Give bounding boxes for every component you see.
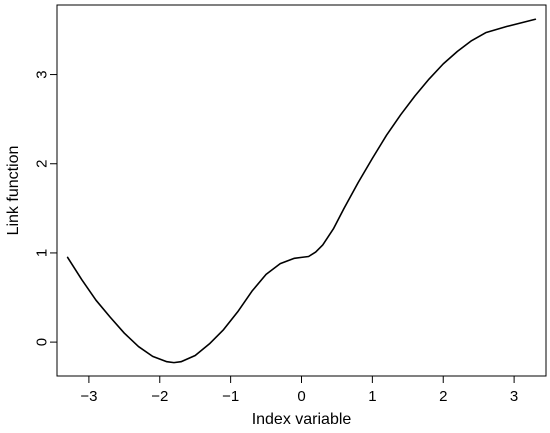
- x-tick-label: −2: [151, 388, 168, 405]
- x-tick-label: 2: [439, 388, 447, 405]
- y-axis-label: Link function: [5, 146, 22, 236]
- series-layer: [66, 18, 537, 364]
- y-tick-label: 0: [34, 338, 51, 346]
- y-tick-label: 2: [34, 160, 51, 168]
- x-tick-label: −3: [80, 388, 97, 405]
- x-axis-label: Index variable: [252, 411, 352, 428]
- x-tick-label: 3: [510, 388, 518, 405]
- plot-frame: [56, 4, 547, 377]
- series-line: [66, 18, 537, 364]
- x-axis: −3 −2 −1 0 1 2 3: [80, 376, 518, 405]
- x-tick-label: −1: [222, 388, 239, 405]
- x-tick-label: 1: [368, 388, 376, 405]
- y-tick-label: 1: [34, 249, 51, 257]
- y-tick-label: 3: [34, 70, 51, 78]
- x-tick-label: 0: [297, 388, 305, 405]
- y-axis: 0 1 2 3: [34, 70, 57, 346]
